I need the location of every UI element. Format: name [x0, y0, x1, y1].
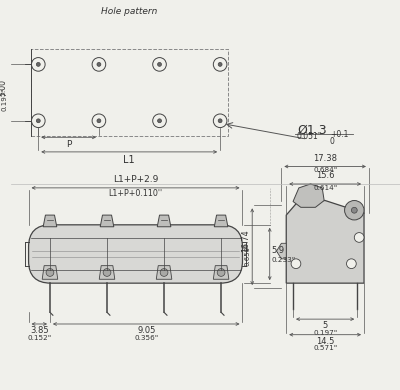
Text: 5: 5: [322, 321, 328, 330]
Polygon shape: [276, 243, 286, 259]
Circle shape: [92, 114, 106, 128]
Circle shape: [158, 119, 162, 123]
Polygon shape: [213, 266, 229, 279]
Bar: [30, 49, 228, 136]
Text: L1+P+0.110'': L1+P+0.110'': [108, 189, 162, 198]
Polygon shape: [100, 215, 114, 227]
Text: 0.684": 0.684": [313, 167, 337, 174]
Text: 3.85: 3.85: [30, 326, 48, 335]
Circle shape: [354, 232, 364, 242]
Text: 15.6: 15.6: [316, 171, 334, 180]
Text: 9.05: 9.05: [137, 326, 156, 335]
Text: 0.571": 0.571": [313, 346, 337, 351]
Circle shape: [160, 269, 168, 277]
Circle shape: [291, 259, 301, 269]
Text: L1: L1: [124, 155, 135, 165]
Circle shape: [97, 62, 101, 66]
Text: 0.197": 0.197": [313, 330, 337, 336]
Polygon shape: [43, 215, 57, 227]
Text: 0.356": 0.356": [134, 335, 158, 341]
Polygon shape: [214, 215, 228, 227]
Text: 16.74: 16.74: [241, 230, 250, 252]
Text: +0.1: +0.1: [330, 130, 348, 139]
Polygon shape: [99, 266, 115, 279]
Text: 0.659": 0.659": [244, 243, 250, 266]
Circle shape: [32, 114, 45, 128]
Circle shape: [218, 119, 222, 123]
Text: 0.614": 0.614": [313, 185, 337, 191]
Circle shape: [351, 207, 357, 213]
Circle shape: [218, 62, 222, 66]
Circle shape: [36, 62, 40, 66]
Polygon shape: [157, 215, 171, 227]
Text: Ø1.3: Ø1.3: [297, 123, 326, 136]
Text: L1+P+2.9: L1+P+2.9: [113, 175, 158, 184]
Circle shape: [46, 269, 54, 277]
Circle shape: [153, 114, 166, 128]
Circle shape: [92, 58, 106, 71]
Text: 17.38: 17.38: [313, 154, 337, 163]
Circle shape: [36, 119, 40, 123]
Circle shape: [213, 114, 227, 128]
Text: P: P: [66, 140, 71, 149]
Circle shape: [153, 58, 166, 71]
Circle shape: [213, 58, 227, 71]
Polygon shape: [286, 200, 364, 283]
FancyBboxPatch shape: [28, 225, 242, 283]
Text: 0.051": 0.051": [297, 133, 322, 142]
Circle shape: [158, 62, 162, 66]
Polygon shape: [293, 184, 324, 207]
Text: 0.233": 0.233": [272, 257, 296, 263]
Circle shape: [344, 200, 364, 220]
Text: 0.197": 0.197": [1, 88, 7, 111]
Text: 5.00: 5.00: [0, 79, 7, 96]
Circle shape: [32, 58, 45, 71]
Circle shape: [346, 259, 356, 269]
Polygon shape: [42, 266, 58, 279]
Circle shape: [103, 269, 111, 277]
Polygon shape: [156, 266, 172, 279]
Circle shape: [97, 119, 101, 123]
Text: Hole pattern: Hole pattern: [101, 7, 158, 16]
Text: 5.9: 5.9: [272, 246, 285, 255]
Text: 0.152": 0.152": [27, 335, 52, 341]
Text: 0: 0: [330, 137, 335, 146]
Circle shape: [217, 269, 225, 277]
Text: 14.5: 14.5: [316, 337, 334, 346]
